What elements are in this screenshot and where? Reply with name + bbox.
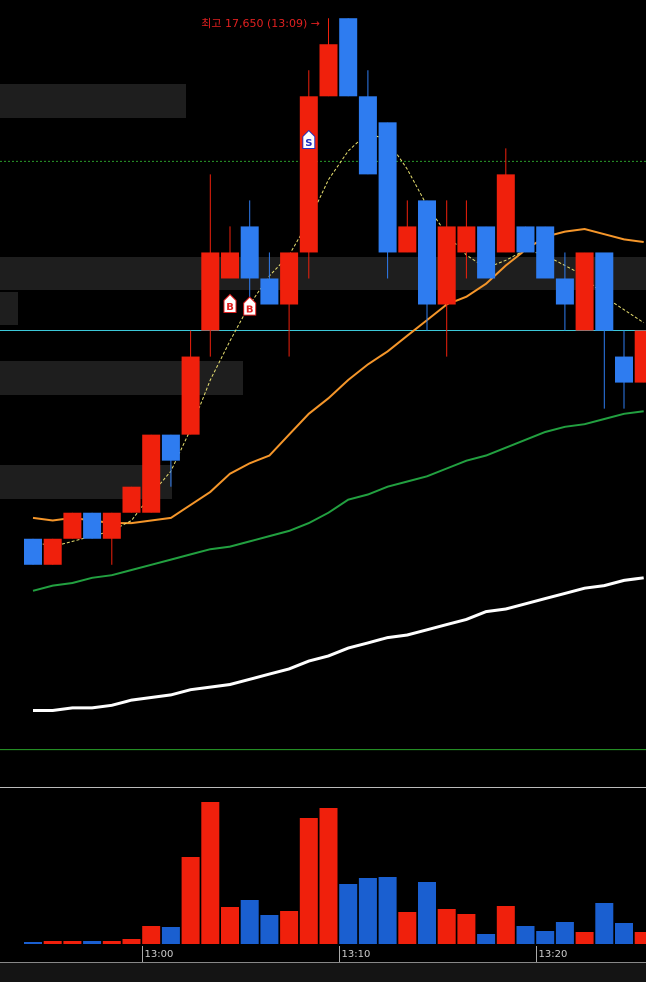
- moving-average: [33, 576, 644, 712]
- candle-body: [102, 512, 121, 539]
- volume-bar: [201, 802, 220, 944]
- volume-bar: [516, 926, 535, 944]
- signal-badge: [223, 293, 237, 314]
- overlay-bar: [0, 361, 243, 395]
- candle-body: [457, 226, 476, 253]
- candle-body: [477, 226, 496, 279]
- candle-body: [358, 96, 377, 175]
- candle-body: [437, 226, 456, 305]
- volume-bar: [161, 927, 180, 944]
- candle-body: [240, 226, 259, 279]
- candle-body: [555, 278, 574, 305]
- trade-signal: S: [302, 129, 316, 150]
- candle-body: [43, 538, 62, 565]
- volume-bar: [24, 942, 42, 944]
- trade-signal: B: [223, 293, 237, 314]
- volume-bar: [634, 932, 646, 944]
- volume-bar: [43, 941, 62, 944]
- volume-bar: [575, 932, 594, 944]
- candle-body: [63, 512, 82, 539]
- candle-body: [595, 252, 614, 331]
- candle-body: [398, 226, 417, 253]
- candle-body: [201, 252, 220, 331]
- footer-strip: [0, 963, 646, 982]
- volume-bar: [260, 915, 279, 944]
- volume-bar: [358, 878, 377, 944]
- volume-bar: [496, 906, 515, 944]
- candle-body: [280, 252, 299, 305]
- candle-body: [221, 252, 239, 279]
- volume-bar: [339, 884, 358, 944]
- signal-label: S: [305, 138, 312, 149]
- volume-bar: [181, 857, 200, 944]
- volume-bar: [122, 939, 141, 944]
- candle-body: [536, 226, 555, 279]
- high-annotation: 최고 17,650 (13:09) →: [201, 17, 320, 30]
- signal-badge: [243, 296, 257, 316]
- volume-bar: [83, 941, 102, 944]
- volume-bar: [398, 912, 417, 944]
- candle-body: [634, 330, 646, 383]
- volume-bar: [319, 808, 338, 944]
- volume-bar: [615, 923, 633, 944]
- candle-body: [122, 486, 141, 513]
- candle-body: [299, 96, 318, 253]
- signal-label: B: [226, 302, 234, 313]
- volume-bar: [63, 941, 82, 944]
- volume-bar: [457, 914, 476, 944]
- volume-bar: [240, 900, 259, 944]
- volume-bar: [418, 882, 436, 944]
- candle-body: [142, 434, 161, 513]
- x-tick-label: 13:00: [145, 949, 174, 960]
- volume-bar: [555, 922, 574, 944]
- x-tick-label: 13:20: [539, 949, 568, 960]
- overlay-bar: [0, 84, 186, 118]
- volume-bar: [536, 931, 555, 944]
- candle-body: [418, 200, 436, 305]
- volume-bar: [102, 941, 121, 944]
- volume-bar: [299, 818, 318, 944]
- volume-bar: [378, 877, 397, 944]
- volume-bar: [142, 926, 161, 944]
- candle-body: [496, 174, 515, 253]
- candle-body: [260, 278, 279, 305]
- candle-body: [615, 356, 633, 383]
- candle-body: [575, 252, 594, 331]
- volume-bar: [280, 911, 299, 944]
- signal-badge: [302, 129, 316, 150]
- candle-body: [378, 122, 397, 253]
- candle-body: [319, 44, 338, 97]
- volume-bar: [437, 909, 456, 944]
- volume-bar: [477, 934, 496, 944]
- candle-body: [181, 356, 200, 435]
- moving-average: [32, 410, 644, 592]
- trade-signal: B: [243, 296, 257, 316]
- volume-bar: [221, 907, 239, 944]
- candle-body: [161, 434, 180, 461]
- overlay-bar: [0, 292, 18, 325]
- candle-body: [24, 538, 42, 565]
- x-tick-label: 13:10: [342, 949, 371, 960]
- candle-body: [516, 226, 535, 253]
- candle-body: [83, 512, 102, 539]
- volume-bar: [595, 903, 614, 944]
- signal-label: B: [246, 305, 254, 316]
- candle-body: [339, 18, 358, 97]
